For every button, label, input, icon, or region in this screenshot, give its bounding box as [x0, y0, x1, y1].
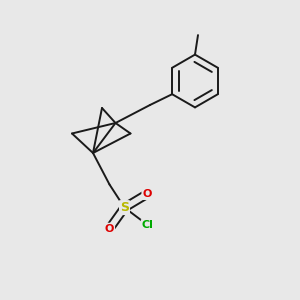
- Text: Cl: Cl: [142, 220, 154, 230]
- Text: S: S: [120, 201, 129, 214]
- Text: O: O: [105, 224, 114, 234]
- Text: O: O: [142, 189, 152, 199]
